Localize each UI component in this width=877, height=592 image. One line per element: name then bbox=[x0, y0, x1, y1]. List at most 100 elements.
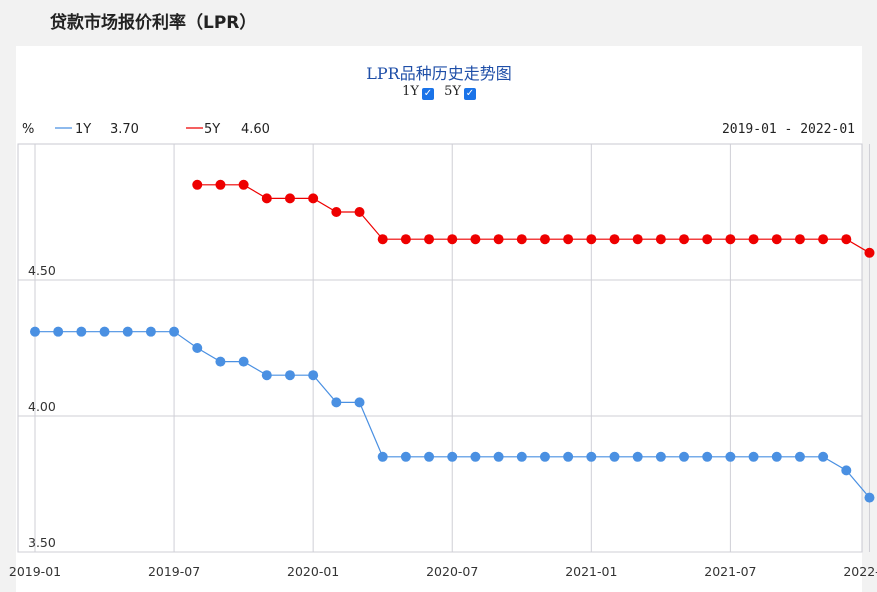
data-point-5y bbox=[215, 179, 226, 190]
data-point-5y bbox=[331, 207, 342, 217]
series-line-5y bbox=[197, 184, 870, 254]
data-point-1y bbox=[354, 397, 365, 408]
data-point-1y bbox=[424, 451, 435, 462]
data-point-1y bbox=[841, 465, 852, 476]
toggle-5y[interactable]: 5Y ✓ bbox=[444, 84, 476, 100]
data-point-1y bbox=[748, 451, 759, 462]
data-point-1y bbox=[794, 451, 805, 462]
data-point-1y bbox=[400, 451, 411, 462]
data-point-1y bbox=[308, 370, 319, 381]
data-point-5y bbox=[632, 234, 643, 245]
toggle-1y[interactable]: 1Y ✓ bbox=[402, 84, 434, 100]
data-point-5y bbox=[447, 234, 458, 245]
data-point-1y bbox=[122, 326, 133, 337]
y-tick-label: 4.50 bbox=[28, 263, 56, 278]
data-point-5y bbox=[864, 247, 875, 258]
data-point-1y bbox=[169, 326, 180, 337]
data-point-5y bbox=[563, 234, 574, 245]
data-point-1y bbox=[771, 451, 782, 462]
data-point-5y bbox=[609, 234, 620, 245]
data-point-5y bbox=[308, 193, 319, 204]
data-point-5y bbox=[470, 234, 481, 245]
data-point-1y bbox=[377, 451, 388, 462]
y-tick-label: 3.50 bbox=[28, 535, 56, 550]
x-tick-label: 2019-01 bbox=[9, 564, 61, 579]
chart-panel: LPR品种历史走势图 1Y ✓ 5Y ✓ bbox=[16, 46, 862, 592]
y-tick-label: 4.00 bbox=[28, 399, 56, 414]
data-point-5y bbox=[192, 179, 203, 190]
data-point-1y bbox=[679, 451, 690, 462]
data-point-1y bbox=[145, 326, 156, 337]
data-point-5y bbox=[818, 234, 829, 245]
x-tick-label: 2020-01 bbox=[287, 564, 339, 579]
data-point-5y bbox=[702, 234, 713, 245]
data-point-1y bbox=[53, 326, 64, 337]
series-toggles: 1Y ✓ 5Y ✓ bbox=[16, 84, 862, 100]
data-point-1y bbox=[539, 451, 550, 462]
chart-title: LPR品种历史走势图 bbox=[366, 64, 512, 83]
data-point-1y bbox=[632, 451, 643, 462]
data-point-5y bbox=[841, 234, 852, 245]
data-point-5y bbox=[679, 234, 690, 245]
checkbox-1y[interactable]: ✓ bbox=[421, 88, 434, 100]
data-point-1y bbox=[76, 326, 87, 337]
data-point-5y bbox=[586, 234, 597, 245]
data-point-1y bbox=[609, 451, 620, 462]
data-point-1y bbox=[99, 326, 110, 337]
x-tick-label: 2021-01 bbox=[565, 564, 617, 579]
data-point-1y bbox=[470, 451, 481, 462]
data-point-1y bbox=[192, 343, 203, 353]
data-point-1y bbox=[284, 370, 295, 381]
x-tick-label: 2020-07 bbox=[426, 564, 478, 579]
data-point-5y bbox=[238, 179, 249, 190]
data-point-5y bbox=[539, 234, 550, 245]
y-unit-label: % bbox=[22, 122, 34, 137]
grid bbox=[17, 143, 870, 553]
axis-ticks: 4.50 4.00 3.50 2019-01 2019-07 2020-01 2020-07… bbox=[9, 263, 877, 579]
checkbox-5y[interactable]: ✓ bbox=[463, 88, 476, 100]
data-point-5y bbox=[516, 234, 527, 245]
data-point-1y bbox=[331, 397, 342, 408]
legend-5y-name: 5Y bbox=[204, 122, 220, 137]
data-point-1y bbox=[261, 370, 272, 381]
legend-1y-name: 1Y bbox=[75, 122, 91, 137]
data-point-5y bbox=[771, 234, 782, 245]
data-point-1y bbox=[655, 451, 666, 462]
data-point-1y bbox=[818, 451, 829, 462]
legend-1y-value: 3.70 bbox=[110, 122, 139, 137]
data-point-5y bbox=[377, 234, 388, 245]
legend-5y-value: 4.60 bbox=[241, 122, 270, 137]
page-title: 贷款市场报价利率（LPR） bbox=[50, 13, 257, 33]
data-point-5y bbox=[354, 207, 365, 217]
data-point-5y bbox=[748, 234, 759, 245]
data-point-5y bbox=[493, 234, 504, 245]
data-point-5y bbox=[284, 193, 295, 204]
data-point-5y bbox=[655, 234, 666, 245]
data-point-1y bbox=[238, 356, 249, 367]
data-point-1y bbox=[516, 451, 527, 462]
series-layer bbox=[30, 179, 875, 503]
date-range-label: 2019-01 - 2022-01 bbox=[722, 122, 855, 137]
data-point-1y bbox=[864, 492, 875, 503]
data-point-1y bbox=[725, 451, 736, 462]
toggle-5y-label: 5Y bbox=[444, 84, 461, 99]
data-point-1y bbox=[493, 451, 504, 462]
x-tick-label: 2022-01 bbox=[843, 564, 877, 579]
data-point-1y bbox=[30, 326, 40, 337]
data-point-1y bbox=[215, 356, 226, 367]
data-point-1y bbox=[586, 451, 597, 462]
legend: % 1Y 3.70 5Y 4.60 2019-01 - 2022-01 bbox=[22, 122, 855, 137]
data-point-1y bbox=[702, 451, 713, 462]
data-point-5y bbox=[261, 193, 272, 204]
plot-frame bbox=[17, 143, 863, 553]
x-tick-label: 2021-07 bbox=[704, 564, 756, 579]
data-point-5y bbox=[794, 234, 805, 245]
data-point-5y bbox=[725, 234, 736, 245]
data-point-1y bbox=[563, 451, 574, 462]
data-point-5y bbox=[424, 234, 435, 245]
data-point-5y bbox=[400, 234, 411, 245]
toggle-1y-label: 1Y bbox=[402, 84, 419, 99]
data-point-1y bbox=[447, 451, 458, 462]
x-tick-label: 2019-07 bbox=[148, 564, 200, 579]
